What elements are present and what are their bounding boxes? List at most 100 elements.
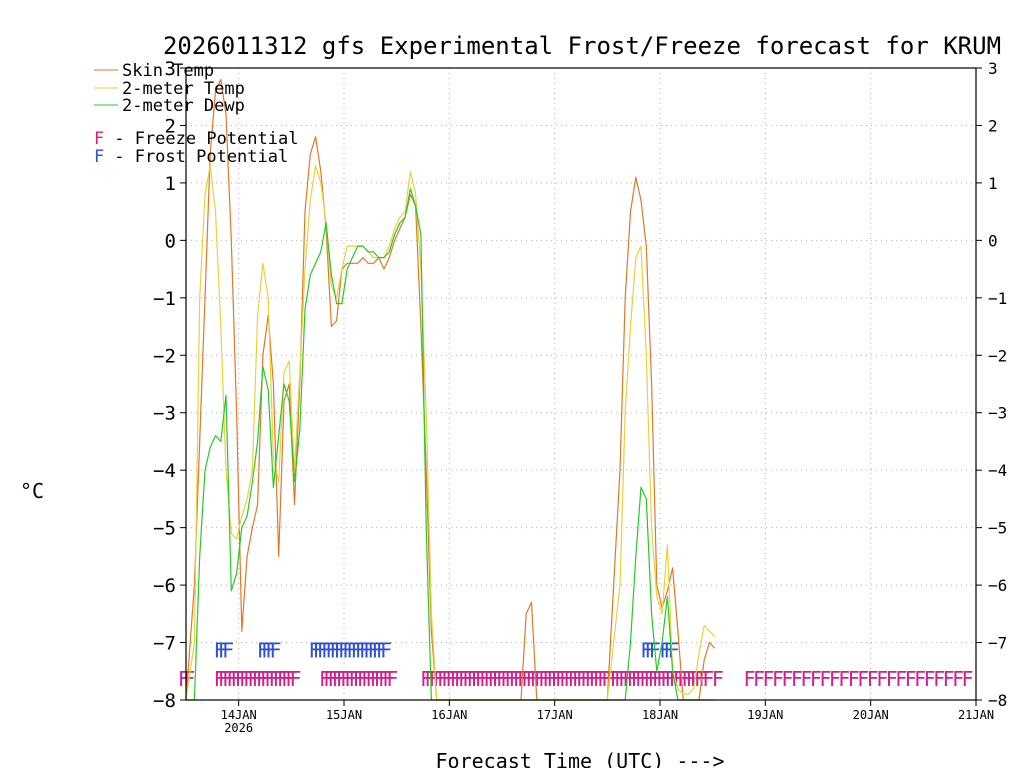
freeze-marker: F <box>285 667 297 691</box>
freeze-marker: F <box>542 667 554 691</box>
frost-marker: F <box>261 638 273 662</box>
freeze-marker: F <box>500 667 512 691</box>
frost-marker: F <box>346 638 358 662</box>
freeze-marker: F <box>962 667 974 691</box>
y-tick-label-right: −6 <box>988 576 1007 595</box>
freeze-marker: F <box>867 667 879 691</box>
freeze-marker: F <box>690 667 702 691</box>
freeze-marker: F <box>639 667 651 691</box>
legend-freeze-glyph: F <box>94 129 104 149</box>
freeze-marker: F <box>593 667 605 691</box>
freeze-marker: F <box>572 667 584 691</box>
legend-label-skin-temp: Skin Temp <box>122 61 214 81</box>
frost-marker: F <box>355 638 367 662</box>
freeze-marker: F <box>631 667 643 691</box>
legend-freeze-label: - Freeze Potential <box>104 129 298 149</box>
frost-marker: F <box>376 638 388 662</box>
frost-marker: F <box>270 638 282 662</box>
frost-marker: F <box>342 638 354 662</box>
freeze-marker: F <box>492 667 504 691</box>
freeze-marker: F <box>256 667 268 691</box>
freeze-marker: F <box>222 667 234 691</box>
freeze-marker: F <box>231 667 243 691</box>
freeze-marker: F <box>677 667 689 691</box>
freeze-marker: F <box>614 667 626 691</box>
freeze-marker: F <box>218 667 230 691</box>
freeze-marker: F <box>357 667 369 691</box>
freeze-marker: F <box>332 667 344 691</box>
freeze-marker: F <box>838 667 850 691</box>
freeze-marker: F <box>378 667 390 691</box>
freeze-marker: F <box>635 667 647 691</box>
freeze-marker: F <box>534 667 546 691</box>
freeze-marker: F <box>652 667 664 691</box>
freeze-marker: F <box>273 667 285 691</box>
freeze-marker: F <box>466 667 478 691</box>
freeze-marker: F <box>517 667 529 691</box>
x-tick-label: 15JAN <box>326 708 362 722</box>
freeze-marker: F <box>235 667 247 691</box>
freeze-marker: F <box>504 667 516 691</box>
freeze-marker: F <box>622 667 634 691</box>
y-tick-label-left: 2 <box>165 115 176 137</box>
freeze-marker: F <box>450 667 462 691</box>
legend-frost-glyph: F <box>94 147 104 167</box>
freeze-marker: F <box>496 667 508 691</box>
freeze-marker: F <box>952 667 964 691</box>
frost-marker: F <box>313 638 325 662</box>
freeze-marker: F <box>702 667 714 691</box>
freeze-marker: F <box>370 667 382 691</box>
frost-marker: F <box>265 638 277 662</box>
y-tick-label-right: 3 <box>988 59 998 78</box>
freeze-marker: F <box>382 667 394 691</box>
freeze-marker: F <box>344 667 356 691</box>
freeze-marker: F <box>555 667 567 691</box>
y-tick-label-right: 1 <box>988 174 998 193</box>
freeze-marker: F <box>895 667 907 691</box>
freeze-marker: F <box>353 667 365 691</box>
x-tick-label: 14JAN <box>221 708 257 722</box>
frost-marker: F <box>214 638 226 662</box>
freeze-marker: F <box>252 667 264 691</box>
freeze-marker: F <box>643 667 655 691</box>
y-tick-label-right: 0 <box>988 231 998 250</box>
freeze-marker: F <box>762 667 774 691</box>
freeze-marker: F <box>800 667 812 691</box>
freeze-marker: F <box>374 667 386 691</box>
x-tick-label: 16JAN <box>431 708 467 722</box>
freeze-marker: F <box>648 667 660 691</box>
series-lines <box>185 78 716 701</box>
freeze-marker: F <box>547 667 559 691</box>
freeze-marker: F <box>226 667 238 691</box>
freeze-marker: F <box>281 667 293 691</box>
legend-label-2m-temp: 2-meter Temp <box>122 79 245 99</box>
freeze-marker: F <box>260 667 272 691</box>
freeze-marker: F <box>340 667 352 691</box>
y-tick-label-left: −8 <box>153 690 176 712</box>
freeze-marker: F <box>445 667 457 691</box>
freeze-marker: F <box>521 667 533 691</box>
frost-marker: F <box>222 638 234 662</box>
frost-marker: F <box>668 638 680 662</box>
freeze-marker: F <box>886 667 898 691</box>
y-tick-label-right: −5 <box>988 519 1007 538</box>
freeze-marker: F <box>268 667 280 691</box>
y-tick-label-right: −2 <box>988 346 1007 365</box>
y-tick-label-left: −4 <box>153 460 176 482</box>
freeze-marker: F <box>538 667 550 691</box>
freeze-marker: F <box>475 667 487 691</box>
y-tick-label-left: 0 <box>165 230 176 252</box>
freeze-marker: F <box>437 667 449 691</box>
freeze-marker: F <box>791 667 803 691</box>
freeze-marker: F <box>589 667 601 691</box>
freeze-marker: F <box>597 667 609 691</box>
freeze-marker: F <box>551 667 563 691</box>
freeze-marker: F <box>876 667 888 691</box>
frost-marker: F <box>334 638 346 662</box>
y-tick-label-left: 1 <box>165 173 176 195</box>
y-tick-label-left: −3 <box>153 403 176 425</box>
series-line-skin-temp <box>185 78 716 701</box>
freeze-marker: F <box>753 667 765 691</box>
